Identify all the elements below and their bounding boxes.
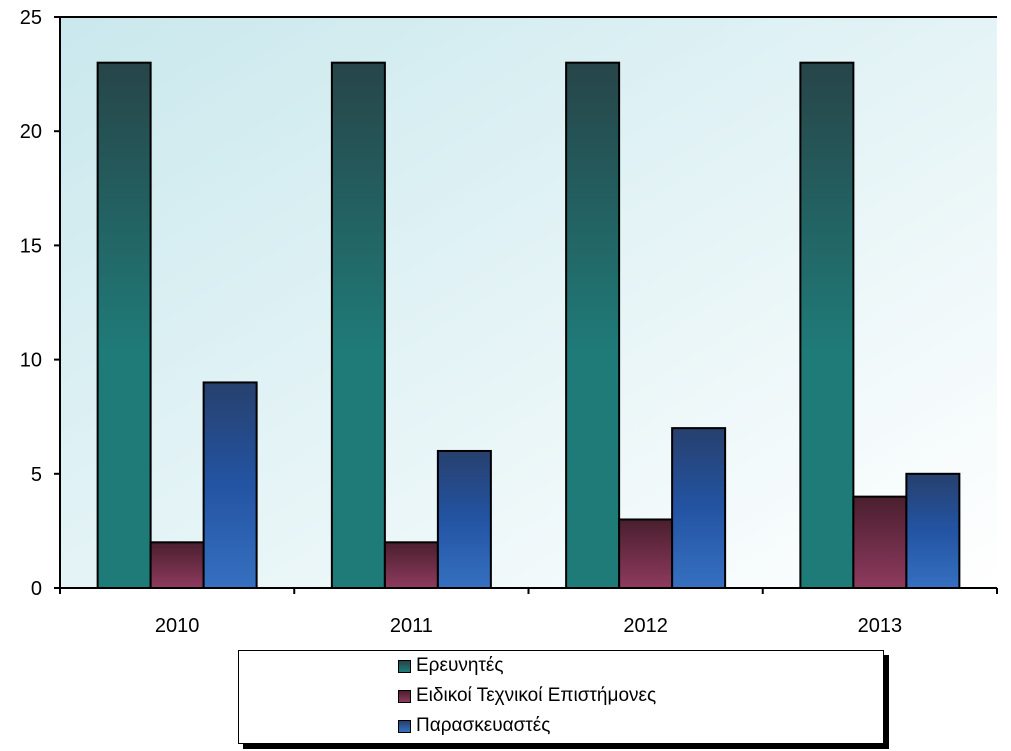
x-tick-label-2010: 2010 — [155, 615, 200, 637]
legend-label: Ειδικοί Τεχνικοί Επιστήμονες — [416, 685, 657, 706]
bar-series-3-2012 — [671, 427, 727, 589]
legend-label: Ερευνητές — [416, 655, 504, 676]
bar-series-3-2011 — [436, 449, 492, 589]
x-tick-label-2012: 2012 — [623, 615, 668, 637]
y-tick-label: 20 — [20, 121, 42, 143]
y-tick-label: 0 — [31, 578, 42, 600]
axes-group: 0 5 10 15 20 25 2010 2011 2012 2013 — [20, 7, 998, 637]
bars-group — [96, 61, 961, 590]
x-tick-label-2011: 2011 — [390, 615, 433, 637]
y-tick-label: 15 — [20, 235, 42, 257]
bar-series-3-2010 — [202, 381, 258, 589]
bar-series-2-2011 — [383, 541, 439, 590]
legend-item-2: Ειδικοί Τεχνικοί Επιστήμονες — [398, 684, 656, 708]
bar-series-2-2010 — [149, 541, 205, 590]
x-tick-label-2013: 2013 — [858, 615, 903, 637]
bar-series-3-2013 — [905, 472, 961, 589]
bar-series-2-2012 — [618, 518, 674, 589]
legend: Ερευνητές Ειδικοί Τεχνικοί Επιστήμονες Παρ… — [238, 650, 884, 744]
legend-swatch — [398, 719, 411, 733]
y-tick-label: 10 — [20, 350, 42, 372]
legend-item-1: Ερευνητές — [398, 654, 504, 678]
bar-series-2-2013 — [852, 495, 908, 590]
legend-label: Παρασκευαστές — [416, 715, 551, 736]
bar-series-1-2013 — [799, 61, 855, 590]
bar-series-1-2011 — [330, 61, 386, 590]
legend-item-3: Παρασκευαστές — [398, 714, 550, 738]
legend-swatch — [398, 659, 411, 673]
legend-swatch — [398, 689, 411, 703]
y-tick-label: 25 — [20, 7, 42, 29]
bar-series-1-2012 — [565, 61, 621, 590]
bar-series-1-2010 — [96, 61, 152, 590]
y-tick-label: 5 — [31, 464, 42, 486]
